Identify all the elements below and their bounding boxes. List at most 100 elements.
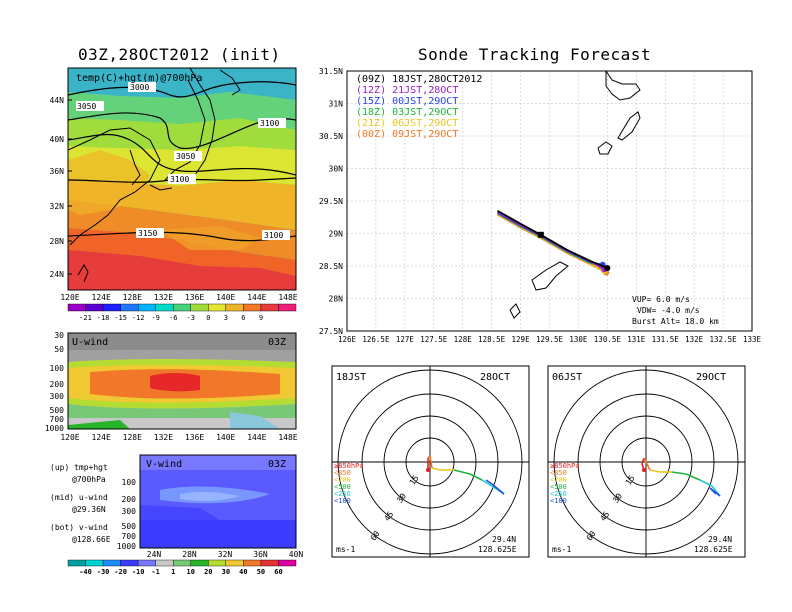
temp-panel-label: temp(C)+hgt(m)@700hPa (76, 73, 202, 84)
colorbar-cell (278, 303, 297, 312)
panel-notes: (up) tmp+hgt @700hPa (mid) u-wind @29.36… (50, 463, 111, 544)
tick-label: 31.5N (319, 67, 343, 76)
tick-label: 131E (627, 335, 646, 344)
v-panel-time: 03Z (268, 459, 286, 470)
note-line: (up) tmp+hgt (50, 463, 108, 472)
tick-label: 300 (122, 507, 137, 516)
legend-entry: (09Z) 18JST,28OCT2012 (356, 74, 482, 85)
tick-label: 24N (50, 270, 65, 279)
tick-label: 40N (50, 135, 65, 144)
colorbar-label: 3 (224, 314, 228, 322)
hodograph-segment (671, 471, 687, 475)
u-panel-time: 03Z (268, 337, 286, 348)
tick-label: 126E (338, 335, 357, 344)
tick-label: 131.5E (652, 335, 680, 344)
colorbar-label: 60 (274, 568, 282, 576)
island-outline (597, 141, 613, 155)
tick-label: 1000 (117, 542, 136, 551)
colorbar-label: 50 (257, 568, 265, 576)
tick-label: 128.5E (478, 335, 506, 344)
tick-label: 129.5E (536, 335, 564, 344)
level-key: ≥850hPa (334, 462, 364, 470)
unit-label: ms-1 (336, 545, 355, 554)
tick-label: 36N (50, 167, 65, 176)
hodograph-segment (645, 461, 651, 471)
colorbar-cell (225, 559, 244, 567)
lon-label: 128.625E (694, 545, 733, 554)
legend-entry: (12Z) 21JST,28OCT (356, 85, 458, 96)
temp-y-axis: 44N 40N 36N 32N 28N 24N (50, 96, 72, 279)
colorbar-label: 1 (171, 568, 175, 576)
note-line: (mid) u-wind (50, 493, 108, 502)
colorbar-label: -1 (151, 568, 159, 576)
colorbar-label: 9 (259, 314, 263, 322)
tick-label: 144E (247, 293, 266, 302)
colorbar-cell (208, 303, 227, 312)
hodograph-segment (643, 457, 647, 463)
track-legend: (09Z) 18JST,28OCT2012(12Z) 21JST,28OCT(1… (356, 74, 482, 140)
legend-entry: (21Z) 06JST,29OCT (356, 118, 458, 129)
hodograph-segment (491, 483, 505, 495)
surface-point (642, 468, 646, 472)
level-key: <250 (550, 490, 567, 498)
tick-label: 100 (50, 364, 65, 373)
hodograph-segment (429, 455, 433, 469)
tick-label: 100 (122, 478, 137, 487)
track-grid (347, 71, 752, 331)
colorbar-cell (225, 303, 244, 312)
colorbar-label: -12 (132, 314, 145, 322)
tick-label: 133E (743, 335, 762, 344)
note-line: @128.66E (72, 535, 111, 544)
legend-entry: (18Z) 03JST,29OCT (356, 107, 458, 118)
colorbar-label: -10 (132, 568, 145, 576)
tick-label: 120E (60, 293, 79, 302)
track-lines (496, 209, 611, 276)
colorbar-label: -9 (151, 314, 159, 322)
tick-label: 126.5E (362, 335, 390, 344)
tick-label: 140E (216, 433, 235, 442)
colorbar-cell (102, 303, 121, 312)
surface-point (426, 468, 430, 472)
hodograph-segment (485, 479, 493, 485)
tick-label: 127.5E (420, 335, 448, 344)
u-panel-label: U-wind (72, 337, 108, 348)
level-key: <250 (334, 490, 351, 498)
tick-label: 124E (92, 433, 111, 442)
tick-label: 124E (92, 293, 111, 302)
u-x-axis: 120E 124E 128E 132E 136E 140E 144E 148E (60, 433, 297, 442)
tick-label: 32N (50, 202, 65, 211)
tick-label: 700 (50, 415, 65, 424)
temp-x-axis: 120E 124E 128E 132E 136E 140E 144E 148E (60, 293, 297, 302)
tick-label: 24N (147, 550, 162, 559)
colorbar-label: -40 (79, 568, 92, 576)
hodo-time: 18JST (336, 372, 366, 383)
colorbar-label: -18 (97, 314, 110, 322)
tick-label: 128E (123, 293, 142, 302)
colorbar-cell (67, 559, 86, 567)
tick-label: 132.5E (710, 335, 738, 344)
hodograph-segment (649, 469, 661, 473)
unit-label: ms-1 (552, 545, 571, 554)
colorbar-label: 20 (204, 568, 212, 576)
tick-label: 700 (122, 532, 137, 541)
level-key: <700 (334, 476, 351, 484)
tick-label: 127E (396, 335, 415, 344)
legend-entry: (15Z) 00JST,29OCT (356, 96, 458, 107)
tick-label: 136E (185, 293, 204, 302)
tick-label: 40N (289, 550, 304, 559)
burst-alt-label: Burst Alt= 18.0 km (632, 317, 719, 326)
track-x-axis: 126E 126.5E 127E 127.5E 128E 128.5E 129E 129.5E… (338, 335, 762, 344)
level-key: ≥850hPa (550, 462, 580, 470)
tick-label: 28N (329, 295, 344, 304)
level-key: <700 (550, 476, 567, 484)
hodograph-segment (709, 487, 717, 495)
colorbar-cell (243, 559, 262, 567)
tick-label: 148E (278, 433, 297, 442)
hodo-time: 06JST (552, 372, 582, 383)
colorbar-label: -6 (169, 314, 177, 322)
colorbar-cell (260, 303, 279, 312)
